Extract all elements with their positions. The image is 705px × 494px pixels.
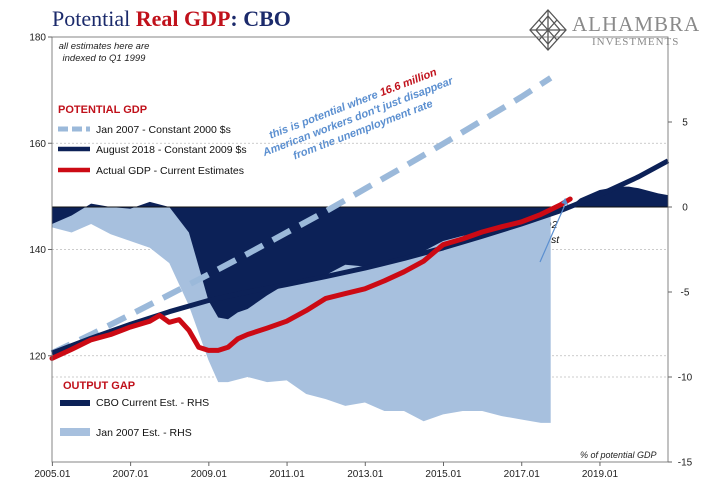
legend-label-jan2007: Jan 2007 - Constant 2000 $s	[96, 124, 231, 136]
brand-logo: ALHAMBRA INVESTMENTS	[528, 8, 700, 52]
brand-sub: INVESTMENTS	[592, 36, 680, 48]
x-tick-label: 2009.01	[191, 469, 228, 480]
y2-tick-label: -15	[678, 458, 693, 469]
chart-title: Potential Real GDP: CBO	[52, 6, 291, 31]
legend-label-jan2007-gap: Jan 2007 Est. - RHS	[96, 427, 192, 439]
area-series-cbo-gap	[52, 186, 668, 320]
line-series-jan2007	[50, 75, 553, 356]
x-tick-label: 2005.01	[34, 469, 71, 480]
legend-label-cbo-gap: CBO Current Est. - RHS	[96, 397, 210, 409]
brand-name: ALHAMBRA	[572, 12, 701, 36]
y2-tick-label: 5	[682, 118, 688, 129]
legend-label-aug2018: August 2018 - Constant 2009 $s	[96, 144, 247, 156]
x-tick-label: 2007.01	[113, 469, 150, 480]
y-tick-label: 160	[29, 139, 46, 150]
annotation-arrow	[539, 201, 567, 263]
potential-gdp-heading: POTENTIAL GDP	[58, 104, 148, 116]
y-tick-label: 140	[29, 245, 46, 256]
y2-tick-label: -10	[678, 373, 693, 384]
rhs-unit-note: % of potential GDP	[580, 450, 657, 460]
legend-swatch-cbo-gap	[60, 400, 90, 406]
x-tick-label: 2015.01	[425, 469, 462, 480]
diamond-logo-icon	[529, 9, 567, 51]
index-note: all estimates here are indexed to Q1 199…	[58, 41, 150, 64]
y-tick-label: 120	[29, 351, 46, 362]
x-tick-label: 2019.01	[582, 469, 619, 480]
line-series-actual	[49, 196, 573, 361]
output-gap-heading: OUTPUT GAP	[63, 380, 136, 392]
legend-swatch-jan2007-gap	[60, 428, 90, 436]
x-tick-label: 2011.01	[269, 469, 305, 480]
title-highlight: Real GDP	[135, 6, 231, 31]
x-tick-label: 2017.01	[504, 469, 541, 480]
y-tick-label: 180	[29, 33, 46, 44]
legend-label-actual: Actual GDP - Current Estimates	[96, 165, 245, 177]
y2-tick-label: 0	[682, 203, 688, 214]
y2-tick-label: -5	[681, 288, 690, 299]
x-tick-label: 2013.01	[347, 469, 384, 480]
annotation-arrowhead	[561, 198, 569, 205]
